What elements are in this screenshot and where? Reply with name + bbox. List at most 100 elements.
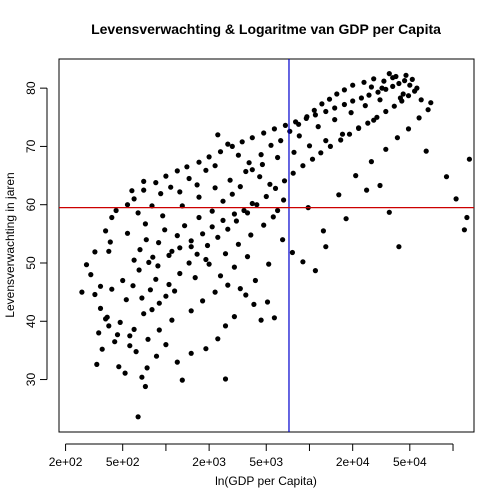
- data-point: [136, 267, 142, 273]
- y-axis: 30 40 50 60 70 80: [24, 81, 48, 386]
- data-point: [116, 364, 122, 370]
- data-point: [252, 277, 258, 284]
- data-point: [239, 139, 245, 145]
- data-point: [203, 346, 209, 352]
- data-point: [188, 350, 194, 356]
- data-points: [79, 71, 472, 420]
- data-point: [300, 259, 306, 265]
- data-point: [466, 156, 472, 162]
- y-tick-label: 50: [24, 256, 38, 270]
- data-point: [188, 238, 194, 244]
- data-point: [194, 251, 200, 257]
- data-point: [97, 305, 104, 311]
- data-point: [209, 208, 215, 214]
- data-point: [270, 214, 276, 220]
- data-point: [106, 248, 112, 254]
- data-point: [300, 163, 306, 169]
- data-point: [174, 359, 180, 365]
- data-point: [350, 82, 356, 88]
- data-point: [343, 216, 349, 222]
- data-point: [396, 80, 402, 87]
- data-point: [117, 319, 123, 325]
- data-point: [312, 112, 318, 118]
- data-point: [97, 283, 104, 289]
- data-point: [103, 228, 109, 234]
- data-point: [215, 234, 221, 240]
- data-point: [407, 82, 413, 88]
- data-point: [186, 175, 192, 182]
- data-point: [244, 254, 251, 260]
- data-point: [336, 192, 342, 198]
- data-point: [217, 273, 224, 279]
- data-point: [149, 307, 155, 313]
- data-point: [341, 87, 347, 93]
- data-point: [366, 92, 372, 98]
- data-point: [364, 187, 370, 193]
- data-point: [94, 361, 100, 367]
- data-point: [166, 281, 172, 288]
- data-point: [172, 288, 178, 294]
- data-point: [386, 209, 392, 215]
- data-point: [217, 149, 224, 155]
- data-point: [379, 85, 385, 91]
- data-point: [222, 251, 229, 257]
- data-point: [212, 185, 218, 191]
- data-point: [327, 143, 333, 149]
- data-point: [237, 184, 243, 190]
- data-point: [222, 323, 229, 329]
- data-point: [381, 78, 387, 84]
- data-point: [177, 189, 183, 195]
- data-point: [160, 213, 166, 219]
- data-point: [139, 374, 145, 380]
- data-point: [209, 224, 215, 230]
- data-point: [135, 414, 141, 420]
- data-point: [141, 178, 147, 184]
- data-point: [225, 282, 231, 288]
- data-point: [278, 138, 284, 144]
- data-point: [225, 141, 231, 147]
- data-point: [204, 242, 211, 249]
- data-point: [291, 149, 297, 155]
- plot-area: [58, 58, 475, 433]
- y-tick-label: 40: [24, 314, 38, 328]
- x-tick-label: 2e+02: [49, 455, 83, 469]
- data-point: [266, 261, 272, 267]
- data-point: [332, 117, 338, 123]
- data-point: [156, 327, 162, 333]
- data-point: [156, 240, 162, 246]
- data-point: [272, 185, 279, 191]
- data-point: [124, 202, 131, 208]
- data-point: [259, 161, 265, 168]
- data-point: [280, 237, 286, 243]
- data-point: [83, 262, 90, 268]
- data-point: [124, 230, 131, 236]
- data-point: [261, 222, 267, 228]
- data-point: [163, 173, 169, 179]
- data-point: [231, 211, 237, 217]
- data-point: [258, 317, 264, 323]
- data-point: [104, 314, 110, 320]
- data-point: [114, 332, 121, 338]
- data-point: [261, 130, 267, 136]
- data-point: [162, 227, 168, 233]
- data-point: [397, 95, 403, 101]
- data-point: [405, 126, 412, 132]
- y-axis-label: Levensverwachting in jaren: [3, 172, 17, 317]
- data-point: [271, 126, 277, 132]
- data-point: [423, 148, 429, 154]
- data-point: [145, 336, 151, 342]
- y-tick-label: 80: [24, 81, 38, 95]
- data-point: [174, 233, 180, 239]
- data-point: [131, 257, 137, 263]
- data-point: [416, 115, 422, 121]
- data-point: [109, 214, 115, 221]
- data-point: [227, 177, 233, 183]
- data-point: [131, 196, 137, 202]
- data-point: [243, 168, 249, 175]
- data-point: [400, 91, 406, 97]
- data-point: [320, 228, 326, 234]
- data-point: [109, 286, 115, 292]
- data-point: [374, 114, 380, 120]
- data-point: [368, 159, 374, 165]
